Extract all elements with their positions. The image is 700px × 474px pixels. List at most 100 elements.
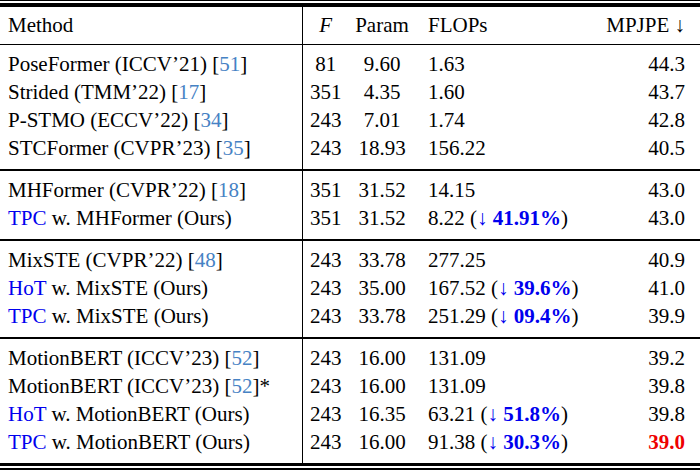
down-arrow-icon: ↓ (488, 402, 504, 426)
method-label: ] (222, 108, 229, 132)
flops-value: 1.60 (428, 80, 465, 104)
method-label: w. MotionBERT (Ours) (47, 430, 251, 454)
cell-mpjpe: 41.0 (602, 275, 700, 303)
cell-param: 4.35 (349, 79, 415, 107)
citation-link[interactable]: 52 (232, 374, 253, 398)
cell-param: 31.52 (349, 205, 415, 240)
col-header-param: Param (349, 7, 415, 45)
paren-close: ) (561, 402, 568, 426)
cell-method: MHFormer (CVPR’22) [18] (0, 170, 302, 205)
paren-close: ) (572, 276, 579, 300)
flops-reduction-percent: 09.4% (514, 304, 572, 328)
citation-link[interactable]: 18 (218, 178, 239, 202)
results-table: Method F Param FLOPs MPJPE ↓ PoseFormer … (0, 7, 700, 463)
cell-method: TPC w. MixSTE (Ours) (0, 303, 302, 338)
method-accent-label: TPC (8, 304, 47, 328)
paren-close: ) (561, 430, 568, 454)
cell-flops: 167.52 (↓ 39.6%) (415, 275, 602, 303)
table-section-4: MotionBERT (ICCV’23) [52]24316.00131.093… (0, 338, 700, 463)
method-label: ] (244, 136, 251, 160)
table-row: TPC w. MotionBERT (Ours)24316.0091.38 (↓… (0, 429, 700, 463)
cell-flops: 131.09 (415, 338, 602, 373)
cell-method: HoT w. MotionBERT (Ours) (0, 401, 302, 429)
table-bottom-rule (0, 463, 700, 470)
citation-link[interactable]: 51 (219, 52, 240, 76)
cell-param: 33.78 (349, 303, 415, 338)
cell-param: 18.93 (349, 135, 415, 170)
paren-open: ( (475, 430, 487, 454)
paren-close: ) (572, 304, 579, 328)
cell-flops: 131.09 (415, 373, 602, 401)
cell-method: MixSTE (CVPR’22) [48] (0, 240, 302, 275)
cell-param: 16.35 (349, 401, 415, 429)
flops-value: 91.38 (428, 430, 475, 454)
cell-flops: 63.21 (↓ 51.8%) (415, 401, 602, 429)
table-row: PoseFormer (ICCV’21) [51]819.601.6344.3 (0, 44, 700, 79)
table-section-3: MixSTE (CVPR’22) [48]24333.78277.2540.9H… (0, 240, 700, 338)
cell-mpjpe: 39.2 (602, 338, 700, 373)
cell-param: 35.00 (349, 275, 415, 303)
cell-frames: 243 (302, 240, 349, 275)
cell-frames: 243 (302, 373, 349, 401)
cell-flops: 91.38 (↓ 30.3%) (415, 429, 602, 463)
citation-link[interactable]: 34 (201, 108, 222, 132)
table-section-1: PoseFormer (ICCV’21) [51]819.601.6344.3 S… (0, 44, 700, 170)
cell-frames: 351 (302, 170, 349, 205)
cell-method: HoT w. MixSTE (Ours) (0, 275, 302, 303)
paren-open: ( (475, 402, 487, 426)
cell-mpjpe: 39.9 (602, 303, 700, 338)
flops-value: 131.09 (428, 346, 486, 370)
cell-frames: 243 (302, 338, 349, 373)
cell-flops: 251.29 (↓ 09.4%) (415, 303, 602, 338)
table-top-rule (0, 0, 700, 7)
citation-link[interactable]: 17 (178, 80, 199, 104)
method-label: w. MixSTE (Ours) (47, 304, 209, 328)
cell-param: 16.00 (349, 338, 415, 373)
flops-value: 63.21 (428, 402, 475, 426)
down-arrow-icon: ↓ (498, 304, 514, 328)
citation-link[interactable]: 35 (223, 136, 244, 160)
down-arrow-icon: ↓ (488, 430, 504, 454)
method-label: w. MotionBERT (Ours) (46, 402, 250, 426)
cell-frames: 351 (302, 205, 349, 240)
table-row: HoT w. MixSTE (Ours)24335.00167.52 (↓ 39… (0, 275, 700, 303)
cell-flops: 1.60 (415, 79, 602, 107)
cell-method: TPC w. MHFormer (Ours) (0, 205, 302, 240)
cell-param: 16.00 (349, 429, 415, 463)
cell-frames: 243 (302, 303, 349, 338)
cell-param: 9.60 (349, 44, 415, 79)
citation-link[interactable]: 52 (232, 346, 253, 370)
flops-reduction-percent: 51.8% (503, 402, 561, 426)
col-header-frames: F (302, 7, 349, 45)
cell-frames: 351 (302, 79, 349, 107)
cell-frames: 243 (302, 401, 349, 429)
table-row: STCFormer (CVPR’23) [35]24318.93156.2240… (0, 135, 700, 170)
header-row: Method F Param FLOPs MPJPE ↓ (0, 7, 700, 45)
method-label: w. MixSTE (Ours) (46, 276, 208, 300)
citation-link[interactable]: 48 (195, 248, 216, 272)
cell-method: PoseFormer (ICCV’21) [51] (0, 44, 302, 79)
cell-method: MotionBERT (ICCV’23) [52]* (0, 373, 302, 401)
cell-frames: 243 (302, 135, 349, 170)
paren-close: ) (561, 206, 568, 230)
flops-value: 14.15 (428, 178, 475, 202)
cell-param: 33.78 (349, 240, 415, 275)
method-label: ] (216, 248, 223, 272)
flops-reduction-percent: 39.6% (514, 276, 572, 300)
cell-param: 7.01 (349, 107, 415, 135)
cell-flops: 8.22 (↓ 41.91%) (415, 205, 602, 240)
paren-open: ( (486, 276, 498, 300)
cell-mpjpe-best: 39.0 (602, 429, 700, 463)
cell-frames: 243 (302, 429, 349, 463)
cell-mpjpe: 39.8 (602, 373, 700, 401)
method-label: PoseFormer (ICCV’21) [ (8, 52, 219, 76)
cell-flops: 156.22 (415, 135, 602, 170)
flops-value: 8.22 (428, 206, 465, 230)
method-accent-label: HoT (8, 276, 46, 300)
method-label: ] (239, 178, 246, 202)
col-header-flops: FLOPs (415, 7, 602, 45)
down-arrow-icon: ↓ (477, 206, 493, 230)
method-label: P-STMO (ECCV’22) [ (8, 108, 201, 132)
method-label: ] (253, 346, 260, 370)
cell-method: STCFormer (CVPR’23) [35] (0, 135, 302, 170)
